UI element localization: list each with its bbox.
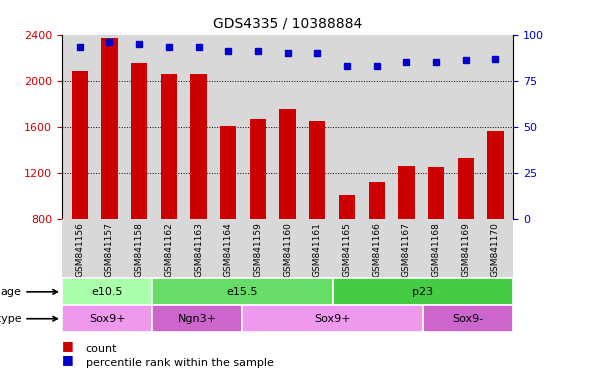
Text: GSM841166: GSM841166 [372, 222, 381, 277]
Bar [242, 305, 423, 332]
Bar [428, 167, 444, 219]
Text: count: count [86, 344, 117, 354]
Text: GSM841167: GSM841167 [402, 222, 411, 277]
Text: cell type: cell type [0, 314, 57, 324]
Bar [309, 121, 326, 219]
Bar [423, 305, 513, 332]
Bar [333, 278, 513, 305]
Text: GSM841157: GSM841157 [105, 222, 114, 277]
Text: GSM841158: GSM841158 [135, 222, 143, 277]
Text: ■: ■ [62, 339, 74, 353]
Text: Sox9+: Sox9+ [314, 314, 351, 324]
Bar [62, 278, 152, 305]
Text: GSM841170: GSM841170 [491, 222, 500, 277]
Bar [131, 63, 148, 219]
Bar [152, 305, 242, 332]
Text: age: age [1, 287, 57, 297]
Bar [458, 158, 474, 219]
Bar [220, 126, 237, 219]
Text: GSM841162: GSM841162 [165, 222, 173, 276]
Text: GSM841168: GSM841168 [432, 222, 441, 277]
Text: p23: p23 [412, 287, 434, 297]
Bar [339, 195, 355, 219]
Bar [152, 278, 333, 305]
Text: Sox9+: Sox9+ [88, 314, 126, 324]
Text: GSM841163: GSM841163 [194, 222, 203, 277]
Bar [280, 109, 296, 219]
Text: Sox9-: Sox9- [453, 314, 484, 324]
Text: GSM841156: GSM841156 [76, 222, 84, 277]
Text: GSM841169: GSM841169 [461, 222, 470, 277]
Text: GSM841165: GSM841165 [343, 222, 352, 277]
Text: percentile rank within the sample: percentile rank within the sample [86, 358, 273, 368]
Text: e10.5: e10.5 [91, 287, 123, 297]
Text: Ngn3+: Ngn3+ [178, 314, 217, 324]
Text: GSM841160: GSM841160 [283, 222, 292, 277]
Bar [191, 74, 206, 219]
Text: ■: ■ [62, 353, 74, 366]
Text: GSM841164: GSM841164 [224, 222, 232, 276]
Bar [62, 305, 152, 332]
Bar [398, 166, 415, 219]
Bar [71, 71, 88, 219]
Text: GSM841159: GSM841159 [254, 222, 263, 277]
Bar [487, 131, 504, 219]
Bar [160, 74, 177, 219]
Text: GSM841161: GSM841161 [313, 222, 322, 277]
Bar [250, 119, 266, 219]
Bar [101, 38, 117, 219]
Text: e15.5: e15.5 [227, 287, 258, 297]
Title: GDS4335 / 10388884: GDS4335 / 10388884 [213, 17, 362, 31]
Bar [369, 182, 385, 219]
